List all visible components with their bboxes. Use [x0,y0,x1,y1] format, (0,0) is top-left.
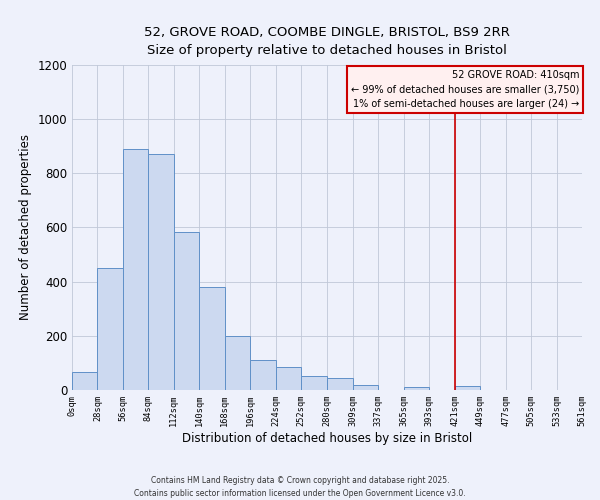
Bar [123,149,148,390]
Title: 52, GROVE ROAD, COOMBE DINGLE, BRISTOL, BS9 2RR
Size of property relative to det: 52, GROVE ROAD, COOMBE DINGLE, BRISTOL, … [144,26,510,57]
Bar [148,154,174,390]
Bar [404,387,429,390]
Text: Contains HM Land Registry data © Crown copyright and database right 2025.
Contai: Contains HM Land Registry data © Crown c… [134,476,466,498]
Bar [250,360,275,390]
Y-axis label: Number of detached properties: Number of detached properties [19,134,32,320]
Bar [97,268,123,390]
Bar [174,232,199,390]
Bar [455,386,480,390]
Bar [301,376,326,390]
Bar [72,372,97,390]
Text: 52 GROVE ROAD: 410sqm
← 99% of detached houses are smaller (3,750)
1% of semi-de: 52 GROVE ROAD: 410sqm ← 99% of detached … [351,70,580,108]
Bar [225,336,250,390]
X-axis label: Distribution of detached houses by size in Bristol: Distribution of detached houses by size … [182,432,472,445]
Bar [353,384,379,390]
Bar [326,378,353,390]
Bar [199,287,225,390]
Bar [275,367,301,390]
